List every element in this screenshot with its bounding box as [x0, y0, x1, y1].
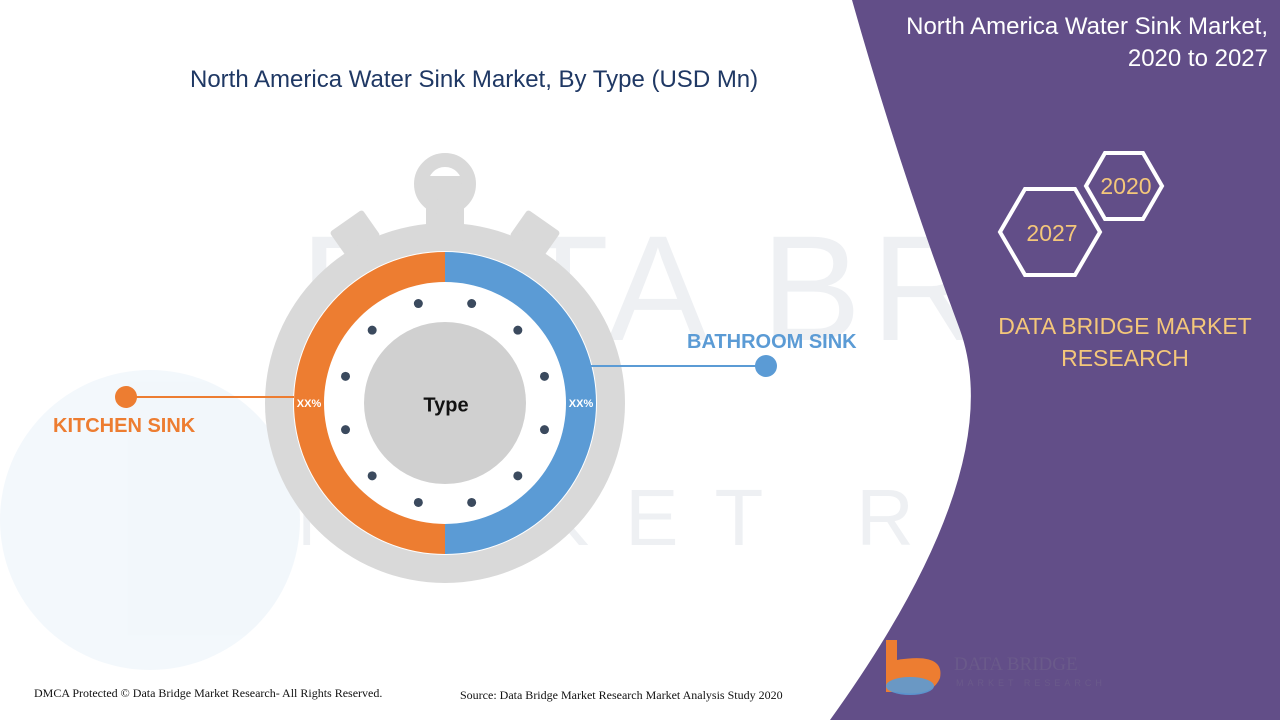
hexagon-group: 2020 2027	[997, 151, 1165, 277]
dial-dot	[341, 371, 351, 381]
dial-dot	[539, 425, 549, 435]
hexagon-2027-label: 2027	[1026, 220, 1077, 246]
donut-slice-bathroom-sink	[445, 252, 596, 554]
hexagon-2027	[997, 187, 1103, 277]
dial-dot	[467, 299, 477, 309]
watermark-logo-bowl	[0, 370, 300, 670]
stopwatch: XX% XX% Type	[265, 153, 625, 583]
copyright-notice: DMCA Protected © Data Bridge Market Rese…	[34, 686, 383, 700]
logo-b-swoosh	[886, 677, 934, 695]
donut-label-bathroom-sink: XX%	[569, 398, 594, 410]
stopwatch-right-button	[510, 210, 560, 258]
hexagon-2020-label: 2020	[1100, 173, 1151, 199]
brand-name-line2: RESEARCH	[1061, 345, 1189, 371]
dial-dot	[367, 325, 377, 335]
dial-dot	[467, 497, 477, 507]
logo-b-stem	[886, 640, 897, 692]
header-title-line1: North America Water Sink Market,	[906, 13, 1268, 40]
donut-chart: XX% XX%	[294, 252, 596, 554]
center-hub	[364, 322, 526, 484]
dial-dot	[341, 425, 351, 435]
legend-bathroom-sink: BATHROOM SINK	[687, 331, 857, 353]
header-title-line2: 2020 to 2027	[1127, 45, 1268, 72]
hexagon-2020	[1083, 151, 1165, 221]
logo-text-main: DATA BRIDGE	[954, 654, 1078, 675]
dial-dot	[413, 299, 423, 309]
dial-dot	[513, 471, 523, 481]
chart-title: North America Water Sink Market, By Type…	[190, 66, 759, 93]
source-note: Source: Data Bridge Market Research Mark…	[460, 688, 783, 702]
kitchen-leader-dot	[115, 386, 137, 408]
brand-name-line1: DATA BRIDGE MARKET	[998, 313, 1252, 339]
logo-text-sub: MARKET RESEARCH	[956, 678, 1106, 688]
callout-bathroom: BATHROOM SINK	[590, 331, 857, 377]
dial-dot	[413, 497, 423, 507]
stopwatch-knob	[414, 153, 476, 215]
brand-name: DATA BRIDGE MARKET RESEARCH	[984, 310, 1266, 374]
brand-logo: DATA BRIDGE MARKET RESEARCH	[886, 640, 1106, 695]
right-panel	[830, 0, 1280, 720]
stopwatch-left-button	[330, 210, 380, 258]
dial-dot	[367, 471, 377, 481]
donut-slice-kitchen-sink	[294, 252, 445, 554]
callout-kitchen: KITCHEN SINK	[53, 386, 294, 437]
donut-label-kitchen-sink: XX%	[297, 398, 322, 410]
dial-dots	[341, 299, 549, 507]
center-label: Type	[423, 394, 468, 416]
legend-kitchen-sink: KITCHEN SINK	[53, 415, 196, 437]
bathroom-leader-dot	[755, 355, 777, 377]
dial-dot	[513, 325, 523, 335]
dial-dot	[539, 371, 549, 381]
